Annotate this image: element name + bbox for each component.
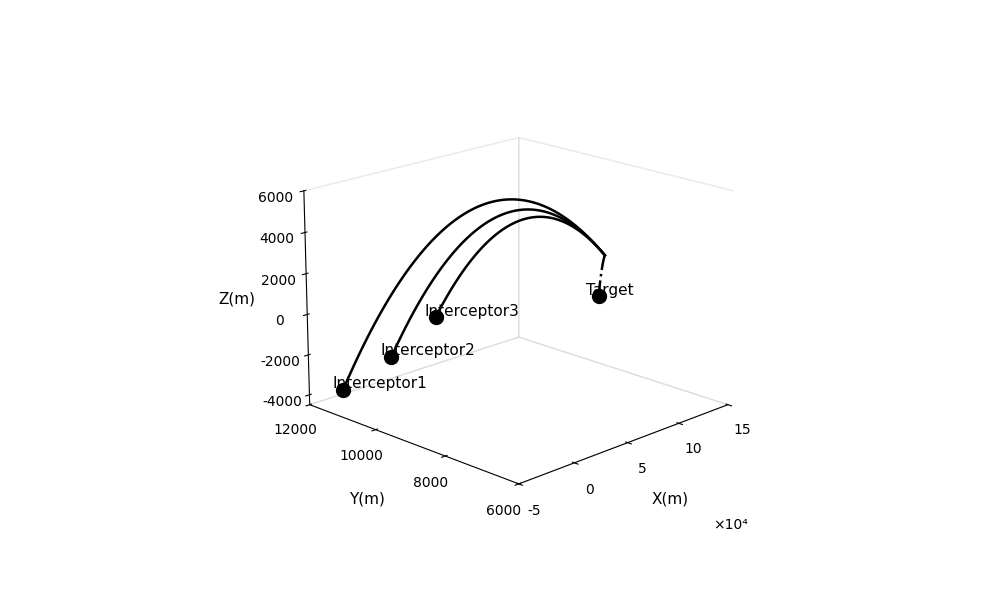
X-axis label: X(m): X(m) bbox=[652, 491, 689, 506]
Text: ×10⁴: ×10⁴ bbox=[713, 518, 748, 532]
Y-axis label: Y(m): Y(m) bbox=[349, 491, 385, 506]
